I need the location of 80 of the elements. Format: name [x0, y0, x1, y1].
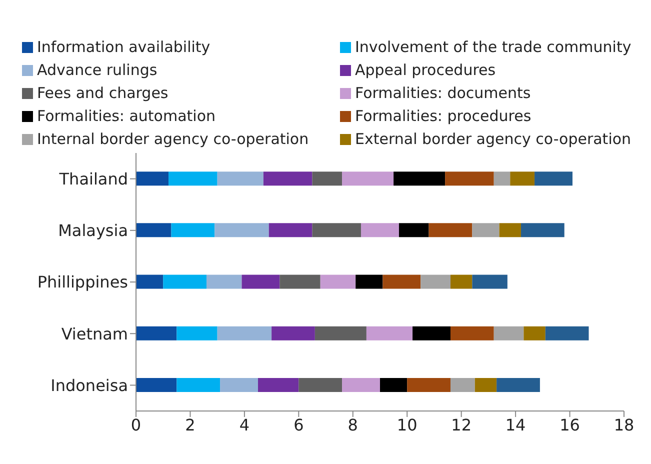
bar — [168, 172, 218, 186]
bar — [242, 274, 280, 289]
bar — [520, 223, 564, 238]
bar — [280, 274, 320, 289]
bar — [428, 223, 472, 238]
bar — [206, 274, 242, 289]
bar — [312, 223, 362, 238]
legend-label: Internal border agency co-operation — [37, 129, 309, 150]
legend-label: External border agency co-operation — [355, 129, 632, 150]
bar — [545, 326, 589, 340]
bar — [171, 223, 215, 238]
y-tick-label: Vietnam — [61, 324, 128, 344]
x-tick-label: 6 — [294, 415, 304, 434]
x-tick-label: 2 — [185, 415, 196, 434]
bar — [217, 326, 272, 340]
bar — [176, 326, 218, 340]
bar — [494, 172, 510, 186]
bar — [314, 326, 366, 340]
bar — [534, 172, 572, 186]
x-tick-label: 10 — [396, 415, 418, 434]
legend-label: Fees and charges — [37, 83, 168, 104]
bar — [136, 326, 177, 340]
legend-label: Appeal procedures — [355, 60, 496, 81]
bar — [394, 172, 446, 186]
bar — [136, 378, 177, 392]
bar — [450, 274, 472, 289]
bar — [412, 326, 450, 340]
x-tick-label: 16 — [560, 415, 580, 434]
bar — [380, 378, 408, 392]
bar — [136, 172, 169, 186]
bar — [510, 172, 535, 186]
bar — [450, 326, 494, 340]
bar — [398, 223, 429, 238]
bar — [356, 274, 383, 289]
legend-label: Formalities: documents — [355, 83, 531, 104]
y-tick-label: Indoneisa — [50, 376, 128, 395]
bar — [214, 223, 269, 238]
bar — [445, 172, 494, 186]
x-tick-label: 0 — [130, 415, 142, 434]
legend-label: Formalities: procedures — [355, 106, 532, 127]
y-tick-label: Phillippines — [37, 272, 128, 292]
legend-label: Formalities: automation — [37, 106, 216, 127]
bar — [176, 378, 220, 392]
legend-label: Involvement of the trade community — [355, 37, 632, 58]
bar — [263, 172, 312, 186]
legend-label: Information availability — [37, 37, 210, 58]
bar — [366, 326, 413, 340]
y-tick-label: Malaysia — [58, 221, 128, 240]
bar — [494, 326, 524, 340]
bar — [407, 378, 450, 392]
bar — [217, 172, 264, 186]
bar — [472, 274, 508, 289]
bar — [163, 274, 206, 289]
bar — [342, 378, 380, 392]
bar — [298, 378, 342, 392]
legend-label: Advance rulings — [37, 60, 158, 81]
x-tick-label: 18 — [614, 415, 634, 434]
bar — [474, 378, 497, 392]
bar — [342, 172, 394, 186]
bar — [496, 378, 540, 392]
bar — [220, 378, 258, 392]
x-tick-label: 8 — [348, 415, 358, 434]
bar — [136, 223, 172, 238]
bar — [524, 326, 546, 340]
y-tick-label: Thailand — [58, 169, 128, 188]
bar — [258, 378, 299, 392]
x-tick-label: 12 — [451, 415, 472, 434]
bar — [320, 274, 356, 289]
bar — [272, 326, 315, 340]
bar — [382, 274, 421, 289]
bar — [499, 223, 521, 238]
bar — [450, 378, 475, 392]
bar — [136, 274, 164, 289]
bar — [420, 274, 450, 289]
bar — [472, 223, 500, 238]
x-tick-label: 14 — [505, 415, 526, 434]
bar — [312, 172, 342, 186]
x-tick-label: 4 — [239, 415, 250, 434]
bar — [268, 223, 312, 238]
bar — [361, 223, 399, 238]
